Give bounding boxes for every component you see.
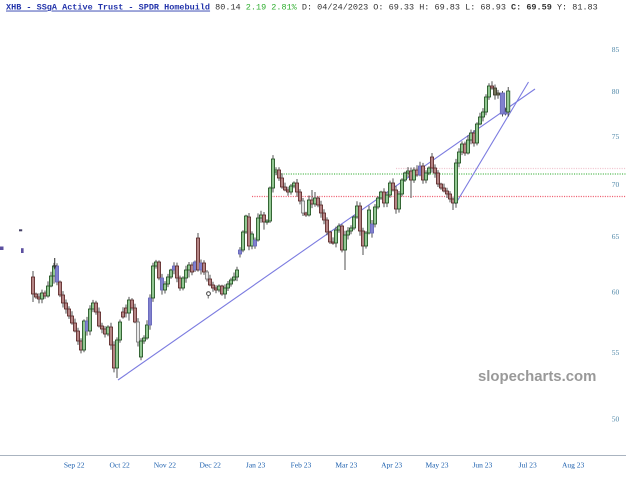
svg-text:Jan 23: Jan 23 [246, 461, 266, 470]
svg-text:Jul 23: Jul 23 [519, 461, 537, 470]
svg-text:80: 80 [612, 87, 620, 96]
svg-text:slopecharts.com: slopecharts.com [478, 369, 596, 385]
svg-text:Nov 22: Nov 22 [154, 461, 177, 470]
svg-text:55: 55 [612, 348, 620, 357]
svg-text:75: 75 [612, 132, 620, 141]
svg-text:70: 70 [612, 180, 620, 189]
svg-text:Dec 22: Dec 22 [199, 461, 221, 470]
svg-text:Apr 23: Apr 23 [381, 461, 402, 470]
svg-text:60: 60 [612, 288, 620, 297]
svg-text:XHB - SSgA Active Trust - SPDR: XHB - SSgA Active Trust - SPDR Homebuild… [6, 3, 598, 13]
svg-text:Sep 22: Sep 22 [64, 461, 85, 470]
svg-text:May 23: May 23 [425, 461, 448, 470]
svg-text:Feb 23: Feb 23 [291, 461, 312, 470]
svg-text:50: 50 [612, 415, 620, 424]
svg-text:Jun 23: Jun 23 [473, 461, 493, 470]
svg-text:Aug 23: Aug 23 [562, 461, 585, 470]
svg-text:Mar 23: Mar 23 [335, 461, 357, 470]
svg-text:85: 85 [612, 45, 620, 54]
svg-text:65: 65 [612, 232, 620, 241]
svg-text:Oct 22: Oct 22 [109, 461, 129, 470]
